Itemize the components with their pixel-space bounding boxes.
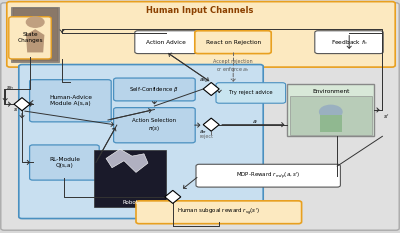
Text: Robot: Robot bbox=[122, 200, 138, 205]
Text: RL-Module
Q(s,a): RL-Module Q(s,a) bbox=[49, 157, 80, 168]
Text: $s'$: $s'$ bbox=[384, 112, 390, 121]
FancyBboxPatch shape bbox=[216, 83, 286, 103]
FancyBboxPatch shape bbox=[7, 2, 395, 67]
Text: Feedback $f_h$: Feedback $f_h$ bbox=[331, 38, 368, 47]
Text: State
Changes: State Changes bbox=[17, 32, 43, 43]
Text: reject: reject bbox=[199, 134, 213, 139]
FancyBboxPatch shape bbox=[114, 78, 195, 101]
Text: Self-Confidence $\beta$: Self-Confidence $\beta$ bbox=[129, 85, 180, 94]
FancyBboxPatch shape bbox=[135, 31, 197, 54]
FancyBboxPatch shape bbox=[136, 201, 302, 224]
Text: Environment: Environment bbox=[312, 89, 350, 94]
Text: React on Rejection: React on Rejection bbox=[206, 40, 261, 45]
Text: Human subgoal reward $r_{sg}(s^{\prime})$: Human subgoal reward $r_{sg}(s^{\prime})… bbox=[177, 207, 260, 217]
Bar bbox=[320, 115, 342, 132]
Polygon shape bbox=[26, 29, 44, 52]
Bar bbox=[290, 96, 372, 135]
Text: $a_\pi$: $a_\pi$ bbox=[199, 128, 207, 136]
Polygon shape bbox=[203, 118, 219, 131]
Text: Action Advice: Action Advice bbox=[146, 40, 186, 45]
FancyBboxPatch shape bbox=[1, 3, 399, 230]
Text: Human-Advice
Module A(s,a): Human-Advice Module A(s,a) bbox=[49, 95, 92, 106]
Text: Action Selection
$\pi(s)$: Action Selection $\pi(s)$ bbox=[132, 117, 176, 133]
Bar bbox=[287, 84, 374, 136]
Text: Human Input Channels: Human Input Channels bbox=[146, 6, 254, 15]
Text: Try reject advice: Try reject advice bbox=[229, 90, 273, 96]
FancyBboxPatch shape bbox=[9, 17, 51, 59]
Polygon shape bbox=[203, 82, 219, 96]
Bar bbox=[94, 150, 166, 207]
Polygon shape bbox=[165, 190, 181, 203]
Bar bbox=[11, 7, 59, 62]
FancyBboxPatch shape bbox=[19, 65, 263, 219]
FancyBboxPatch shape bbox=[30, 80, 111, 122]
FancyBboxPatch shape bbox=[315, 31, 383, 54]
Circle shape bbox=[320, 105, 342, 118]
Polygon shape bbox=[106, 149, 148, 172]
Text: $s$: $s$ bbox=[13, 106, 18, 113]
Circle shape bbox=[26, 17, 44, 27]
FancyBboxPatch shape bbox=[196, 164, 340, 187]
FancyBboxPatch shape bbox=[114, 108, 195, 143]
Text: MDP-Reward $r_{mdp}(a, s^{\prime})$: MDP-Reward $r_{mdp}(a, s^{\prime})$ bbox=[236, 171, 300, 181]
FancyBboxPatch shape bbox=[30, 145, 99, 180]
Polygon shape bbox=[14, 98, 30, 111]
Text: $s_h$: $s_h$ bbox=[6, 85, 14, 93]
FancyBboxPatch shape bbox=[195, 31, 271, 54]
Text: $a_h$: $a_h$ bbox=[200, 76, 207, 84]
Bar bbox=[13, 8, 58, 61]
Text: $a$: $a$ bbox=[252, 118, 257, 125]
Text: Accept rejection
or enforce $a_h$: Accept rejection or enforce $a_h$ bbox=[213, 59, 253, 74]
